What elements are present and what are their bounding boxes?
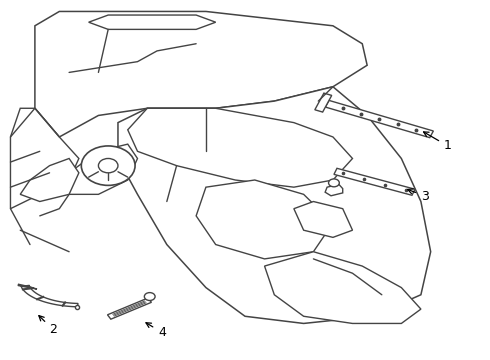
Text: 1: 1 — [423, 132, 452, 152]
Text: 2: 2 — [39, 316, 57, 336]
Polygon shape — [20, 158, 79, 202]
Text: 4: 4 — [146, 323, 166, 339]
Circle shape — [329, 179, 339, 187]
Polygon shape — [107, 298, 151, 319]
Polygon shape — [118, 87, 431, 323]
Polygon shape — [325, 100, 433, 138]
Circle shape — [145, 293, 155, 301]
Polygon shape — [334, 168, 415, 195]
Polygon shape — [10, 108, 79, 209]
Polygon shape — [18, 284, 37, 289]
Polygon shape — [196, 180, 333, 259]
Circle shape — [81, 146, 135, 185]
Text: 3: 3 — [408, 189, 429, 203]
Polygon shape — [265, 252, 421, 323]
Polygon shape — [69, 144, 138, 194]
Polygon shape — [35, 12, 367, 137]
Circle shape — [98, 158, 118, 173]
Polygon shape — [315, 93, 332, 112]
Polygon shape — [325, 184, 343, 196]
Polygon shape — [21, 285, 78, 307]
Polygon shape — [89, 15, 216, 30]
Polygon shape — [128, 108, 352, 187]
Polygon shape — [294, 202, 352, 237]
